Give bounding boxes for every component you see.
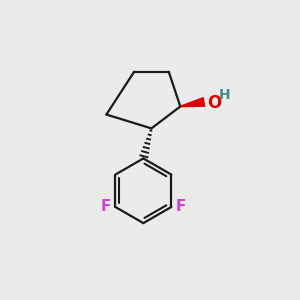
Polygon shape xyxy=(180,97,206,107)
Text: F: F xyxy=(100,200,111,214)
Text: O: O xyxy=(207,94,221,112)
Text: H: H xyxy=(219,88,231,102)
Text: F: F xyxy=(176,200,186,214)
